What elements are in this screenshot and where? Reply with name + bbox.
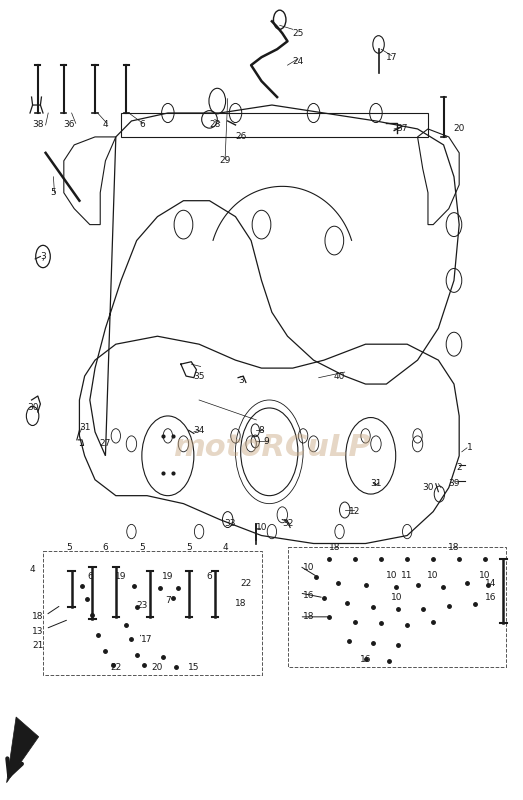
Text: 33: 33	[224, 519, 236, 528]
Text: 16: 16	[485, 594, 496, 602]
Text: 16: 16	[360, 654, 371, 663]
Text: 13: 13	[32, 626, 43, 636]
Text: 30: 30	[27, 403, 38, 413]
Text: 8: 8	[259, 426, 264, 434]
Text: 4: 4	[30, 565, 36, 574]
Text: 32: 32	[282, 519, 293, 528]
Text: 5: 5	[186, 543, 191, 552]
Text: 17: 17	[386, 53, 397, 62]
Text: 1: 1	[467, 443, 472, 452]
Text: 10: 10	[386, 571, 397, 580]
Text: 30: 30	[422, 483, 434, 492]
Text: 5: 5	[66, 543, 72, 552]
Text: 2: 2	[457, 463, 462, 472]
Text: 22: 22	[110, 662, 121, 671]
Text: 3: 3	[238, 375, 244, 385]
Text: 4: 4	[222, 543, 228, 552]
Text: 18: 18	[32, 612, 43, 622]
Text: 6: 6	[139, 121, 145, 130]
Text: 16: 16	[303, 591, 314, 600]
Text: 35: 35	[194, 371, 205, 381]
Text: 31: 31	[370, 479, 382, 488]
Text: 40: 40	[334, 371, 345, 381]
Text: 10: 10	[480, 571, 491, 580]
Text: 18: 18	[328, 543, 340, 552]
Text: 24: 24	[292, 57, 303, 66]
Text: 14: 14	[485, 579, 496, 588]
Text: 31: 31	[79, 423, 90, 433]
Text: 18: 18	[448, 543, 460, 552]
Text: 34: 34	[194, 426, 205, 434]
Text: 22: 22	[240, 579, 252, 588]
Text: 25: 25	[292, 29, 304, 38]
Text: 10: 10	[303, 563, 314, 572]
Text: 21: 21	[32, 641, 43, 650]
Text: 17: 17	[141, 634, 153, 644]
Text: 19: 19	[115, 573, 127, 582]
Text: motoRCuLP: motoRCuLP	[173, 434, 371, 462]
Text: 18: 18	[303, 612, 314, 622]
Text: 36: 36	[63, 121, 75, 130]
Text: 9: 9	[264, 437, 269, 446]
Text: 15: 15	[188, 662, 200, 671]
Text: 20: 20	[453, 125, 465, 134]
Text: 11: 11	[402, 571, 413, 580]
Text: 6: 6	[87, 573, 93, 582]
Text: 7: 7	[165, 596, 170, 606]
Polygon shape	[7, 717, 39, 782]
Text: 6: 6	[103, 543, 108, 552]
Text: 23: 23	[136, 601, 147, 610]
Text: 27: 27	[100, 439, 111, 448]
Text: 4: 4	[103, 121, 108, 130]
Text: 5: 5	[51, 188, 56, 198]
Text: 12: 12	[349, 507, 361, 516]
Text: 26: 26	[235, 133, 246, 142]
Text: 6: 6	[207, 573, 212, 582]
Text: 39: 39	[448, 479, 460, 488]
Text: 5: 5	[139, 543, 145, 552]
Text: 29: 29	[219, 156, 231, 166]
Text: 3: 3	[40, 252, 46, 261]
Text: 28: 28	[209, 121, 220, 130]
Text: 10: 10	[391, 594, 403, 602]
Text: 18: 18	[235, 598, 246, 608]
Text: 20: 20	[152, 662, 163, 671]
Text: 19: 19	[162, 573, 174, 582]
Text: 10: 10	[427, 571, 439, 580]
Text: 37: 37	[396, 125, 408, 134]
Text: 38: 38	[32, 121, 43, 130]
Text: 10: 10	[256, 523, 267, 532]
